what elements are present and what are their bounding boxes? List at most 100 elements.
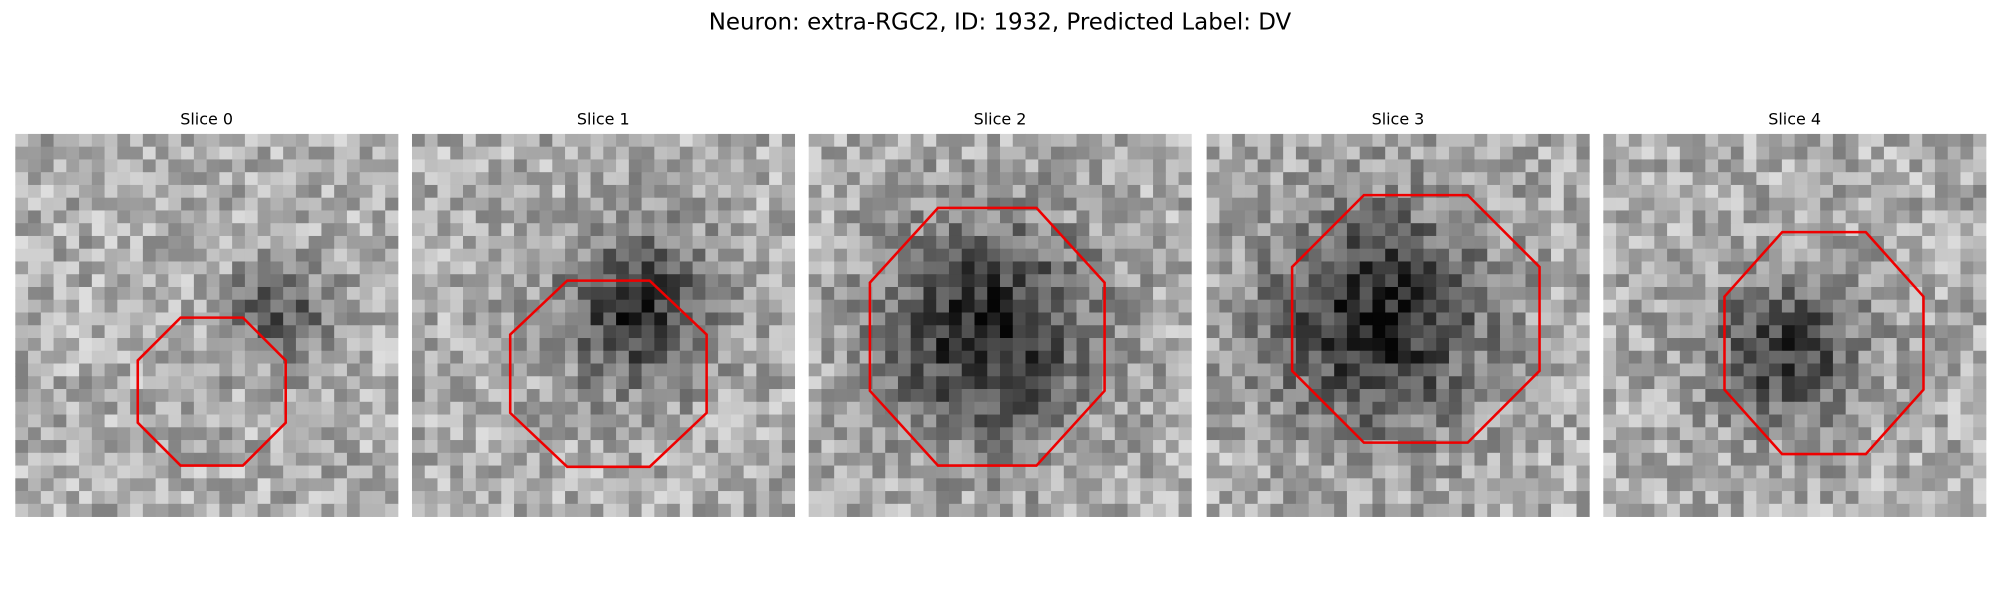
pixel — [821, 172, 835, 186]
pixel — [705, 248, 719, 262]
pixel — [1616, 427, 1630, 441]
pixel — [923, 440, 937, 454]
pixel — [718, 491, 732, 505]
pixel — [1538, 248, 1552, 262]
pixel — [1973, 350, 1987, 364]
pixel — [1448, 312, 1463, 326]
pixel — [104, 440, 118, 454]
pixel — [1667, 223, 1681, 237]
pixel — [1525, 440, 1539, 454]
pixel — [1102, 184, 1116, 199]
pixel — [1127, 261, 1141, 275]
pixel — [1244, 478, 1259, 492]
pixel — [897, 478, 912, 492]
pixel — [974, 325, 988, 339]
pixel — [1012, 210, 1026, 224]
pixel — [692, 133, 706, 148]
pixel — [40, 465, 54, 479]
pixel — [321, 401, 335, 415]
pixel — [692, 440, 706, 454]
pixel — [667, 478, 681, 492]
pixel — [206, 274, 220, 288]
pixel — [910, 427, 924, 441]
pixel — [1295, 223, 1310, 237]
pixel — [155, 325, 169, 339]
pixel — [66, 299, 80, 313]
pixel — [1321, 338, 1335, 352]
pixel — [1832, 325, 1847, 339]
pixel — [244, 184, 259, 199]
pixel — [1114, 491, 1128, 505]
pixel — [1858, 338, 1872, 352]
pixel — [1359, 389, 1373, 403]
pixel — [756, 235, 770, 250]
pixel — [552, 133, 566, 148]
pixel — [1500, 465, 1514, 479]
pixel — [961, 363, 975, 377]
pixel — [616, 338, 630, 352]
pixel — [463, 389, 477, 403]
pixel — [1654, 452, 1668, 466]
pixel — [475, 325, 489, 339]
pixel — [372, 248, 386, 262]
pixel — [1769, 350, 1783, 364]
pixel — [40, 299, 54, 313]
pixel — [936, 159, 950, 173]
pixel — [1563, 376, 1577, 390]
pixel — [705, 440, 719, 454]
pixel — [283, 503, 297, 517]
pixel — [834, 376, 848, 390]
pixel — [1832, 350, 1847, 364]
pixel — [1500, 363, 1514, 377]
pixel — [1423, 235, 1437, 250]
pixel — [1038, 146, 1052, 160]
pixel — [1372, 159, 1386, 173]
pixel — [1679, 440, 1693, 454]
pixel — [1000, 248, 1014, 262]
pixel — [1730, 440, 1745, 454]
pixel — [501, 338, 515, 352]
pixel — [1641, 363, 1655, 377]
pixel — [1641, 427, 1655, 441]
pixel — [1025, 146, 1039, 160]
pixel — [1832, 427, 1847, 441]
pixel — [1883, 197, 1898, 211]
pixel — [15, 376, 29, 390]
pixel — [1487, 376, 1501, 390]
pixel — [1244, 286, 1259, 301]
pixel — [961, 401, 975, 415]
pixel — [1140, 133, 1154, 148]
pixel — [1089, 414, 1103, 428]
pixel — [692, 146, 706, 160]
pixel — [1883, 172, 1898, 186]
pixel — [730, 440, 745, 454]
pixel — [1896, 146, 1910, 160]
pixel — [1140, 452, 1154, 466]
pixel — [1461, 286, 1475, 301]
pixel — [756, 312, 770, 326]
pixel — [743, 376, 757, 390]
pixel — [654, 274, 668, 288]
pixel — [1140, 350, 1154, 364]
pixel — [1705, 274, 1719, 288]
pixel — [66, 286, 80, 301]
pixel — [781, 465, 796, 479]
pixel — [308, 350, 322, 364]
pixel — [1127, 223, 1141, 237]
pixel — [1359, 478, 1373, 492]
pixel — [270, 235, 284, 250]
pixel — [450, 350, 464, 364]
pixel — [1140, 312, 1154, 326]
pixel — [1641, 223, 1655, 237]
pixel — [641, 452, 655, 466]
pixel — [1603, 389, 1617, 403]
pixel — [923, 223, 937, 237]
pixel — [385, 274, 399, 288]
pixel — [501, 491, 515, 505]
pixel — [1807, 159, 1821, 173]
pixel — [679, 389, 693, 403]
pixel — [948, 223, 963, 237]
pixel — [1359, 223, 1373, 237]
pixel — [1896, 223, 1910, 237]
pixel — [730, 338, 745, 352]
